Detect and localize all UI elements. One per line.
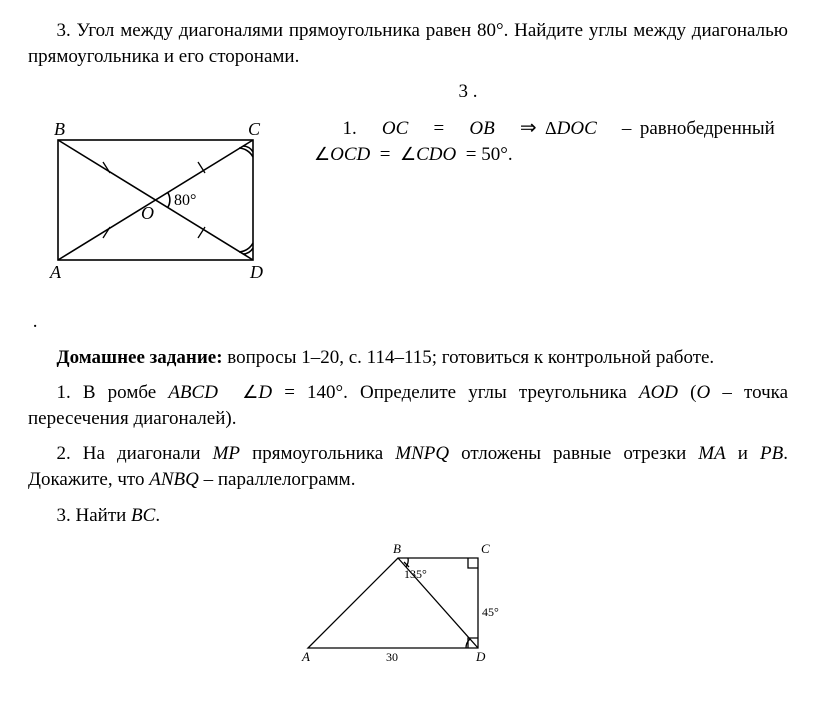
figure-and-solution: B C A D O 80° 1. OC = OB ⇒ ΔDOC – равноб…: [28, 115, 788, 295]
svg-text:45°: 45°: [482, 605, 499, 619]
homework-1: 1. В ромбе ABCD ∠D = 140°. Определите уг…: [28, 380, 788, 431]
figure-2-trapezoid: B C A D 135° 45° 30: [288, 538, 528, 668]
homework-2: 2. На диагонали MP прямоугольника MNPQ о…: [28, 441, 788, 492]
svg-text:C: C: [248, 119, 261, 139]
svg-text:A: A: [49, 262, 62, 282]
svg-text:A: A: [301, 649, 310, 664]
label-3: 3 .: [148, 79, 788, 105]
svg-text:D: D: [249, 262, 263, 282]
figure-1-rectangle: B C A D O 80°: [28, 115, 278, 295]
svg-text:30: 30: [386, 650, 398, 664]
svg-text:O: O: [141, 203, 154, 223]
svg-text:80°: 80°: [174, 192, 196, 209]
dot-line: .: [28, 309, 788, 335]
svg-text:B: B: [54, 119, 65, 139]
homework-3: 3. Найти BC.: [28, 503, 788, 529]
problem-3: 3. Угол между диагоналями прямоугольника…: [28, 18, 788, 69]
svg-text:B: B: [393, 541, 401, 556]
svg-text:C: C: [481, 541, 490, 556]
svg-text:135°: 135°: [404, 567, 427, 581]
svg-text:D: D: [475, 649, 486, 664]
homework-heading: Домашнее задание: вопросы 1–20, с. 114–1…: [28, 345, 788, 371]
solution-text: 1. OC = OB ⇒ ΔDOC – равнобедренный ∠OCD …: [314, 115, 788, 178]
